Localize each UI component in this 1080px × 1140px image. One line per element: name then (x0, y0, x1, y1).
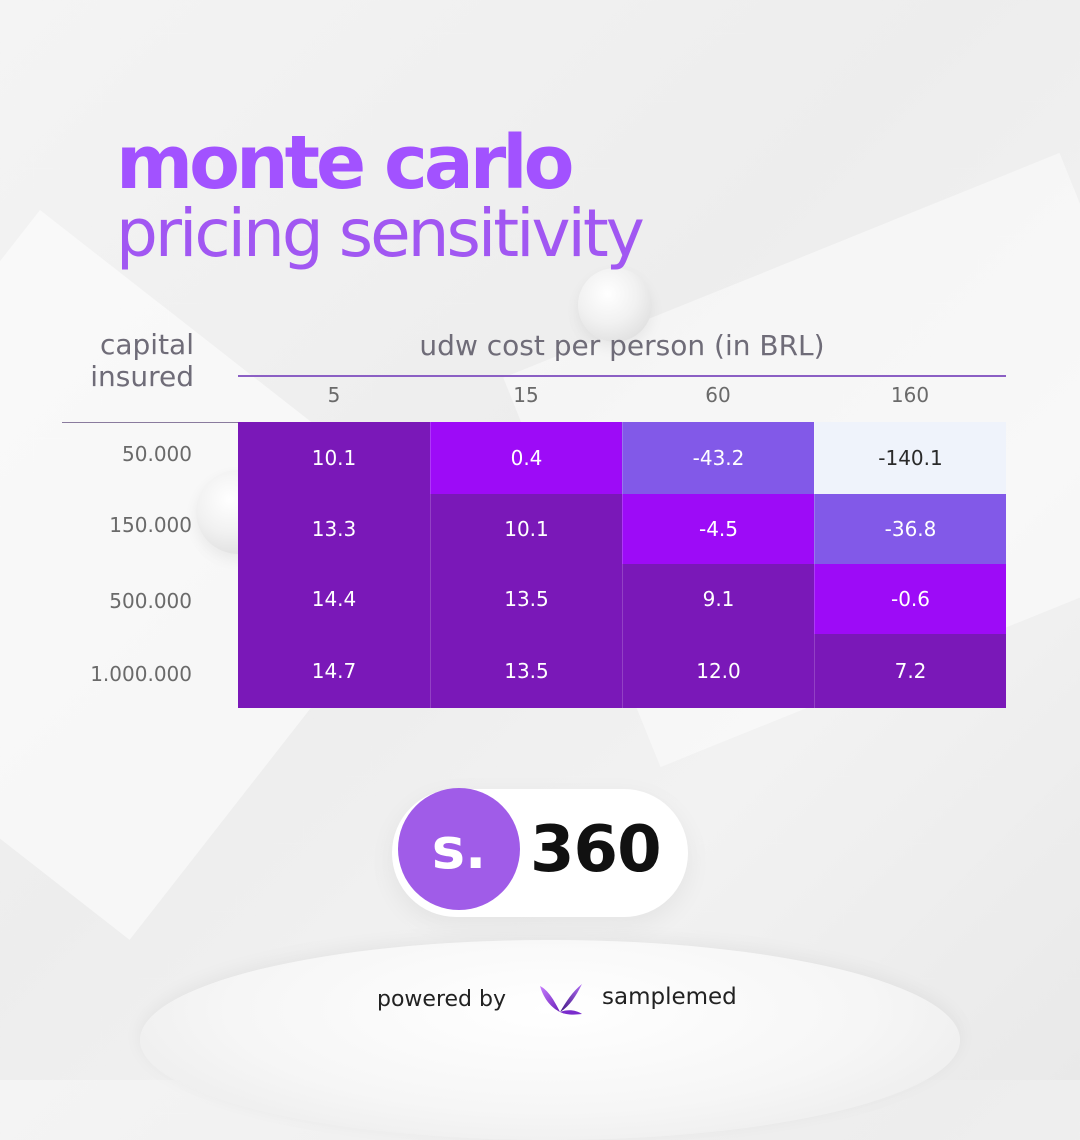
heatmap-cell: 14.7 (238, 634, 430, 708)
column-axis-divider (238, 375, 1006, 377)
row-header: 1.000.000 (90, 662, 192, 686)
page-title: monte carlo (116, 120, 574, 206)
heatmap-cell: 13.5 (430, 564, 622, 634)
brand-badge-circle: s. (398, 788, 520, 910)
heatmap-cell: 14.4 (238, 564, 430, 634)
heatmap-cell: 13.5 (430, 634, 622, 708)
decorative-pedestal (140, 940, 960, 1140)
heatmap-cell: 9.1 (622, 564, 814, 634)
heatmap-cell: -4.5 (622, 494, 814, 564)
powered-by-label: powered by (377, 987, 506, 1012)
heatmap-cell: 0.4 (430, 422, 622, 494)
row-axis-divider (62, 422, 238, 423)
column-header: 15 (513, 383, 539, 407)
heatmap-cell: 10.1 (430, 494, 622, 564)
row-header: 150.000 (109, 513, 192, 537)
heatmap-cell: -0.6 (814, 564, 1006, 634)
brand-badge-number: 360 (530, 813, 662, 887)
row-axis-label-line: capital (99, 328, 194, 361)
samplemed-logo-icon (540, 984, 582, 1015)
page-subtitle: pricing sensitivity (116, 195, 645, 272)
heatmap-cell: 13.3 (238, 494, 430, 564)
column-header: 60 (705, 383, 731, 407)
column-header: 160 (890, 383, 930, 407)
heatmap-cell: -36.8 (814, 494, 1006, 564)
decorative-sphere (578, 268, 652, 342)
heatmap-cell: 7.2 (814, 634, 1006, 708)
heatmap-cell: 12.0 (622, 634, 814, 708)
heatmap-cell: -43.2 (622, 422, 814, 494)
row-axis-label: capital insured (60, 329, 194, 393)
row-header: 50.000 (122, 442, 192, 466)
heatmap-cell: -140.1 (814, 422, 1006, 494)
heatmap-cell: 10.1 (238, 422, 430, 494)
row-header: 500.000 (109, 589, 192, 613)
column-axis-label: udw cost per person (in BRL) (419, 329, 825, 362)
row-axis-label-line: insured (90, 360, 194, 393)
samplemed-brand-name: samplemed (602, 984, 737, 1010)
column-header: 5 (327, 383, 341, 407)
